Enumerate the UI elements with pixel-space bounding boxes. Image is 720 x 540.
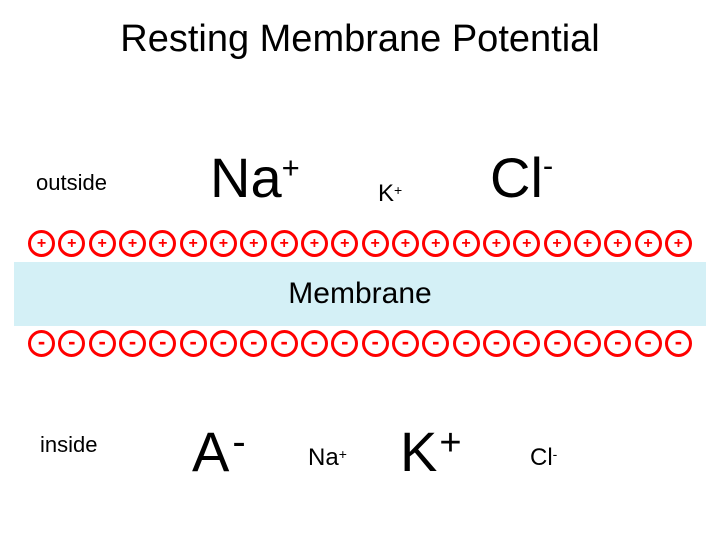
plus-charge-icon: + xyxy=(392,230,419,257)
minus-charge-icon: - xyxy=(362,330,389,357)
ion-symbol: A xyxy=(192,424,229,480)
plus-charge-icon: + xyxy=(453,230,480,257)
ion-charge: + xyxy=(439,424,461,462)
minus-charge-icon: - xyxy=(574,330,601,357)
minus-charge-icon: - xyxy=(119,330,146,357)
ion-outside-k: K + xyxy=(378,182,402,206)
minus-charge-icon: - xyxy=(665,330,692,357)
plus-charge-icon: + xyxy=(210,230,237,257)
minus-charge-icon: - xyxy=(28,330,55,357)
ion-charge: - xyxy=(232,422,245,462)
plus-charge-icon: + xyxy=(422,230,449,257)
ion-symbol: Cl xyxy=(530,446,553,470)
plus-charge-icon: + xyxy=(513,230,540,257)
minus-charge-icon: - xyxy=(58,330,85,357)
plus-charge-icon: + xyxy=(28,230,55,257)
minus-charge-icon: - xyxy=(331,330,358,357)
plus-charge-icon: + xyxy=(119,230,146,257)
plus-charge-icon: + xyxy=(483,230,510,257)
plus-charge-icon: + xyxy=(362,230,389,257)
plus-charge-icon: + xyxy=(635,230,662,257)
minus-charge-icon: - xyxy=(210,330,237,357)
ion-symbol: K xyxy=(378,182,394,206)
ion-symbol: Na xyxy=(308,446,339,470)
minus-charge-icon: - xyxy=(271,330,298,357)
ion-charge: - xyxy=(553,447,558,461)
positive-charge-row: ++++++++++++++++++++++ xyxy=(28,230,692,257)
plus-charge-icon: + xyxy=(89,230,116,257)
plus-charge-icon: + xyxy=(240,230,267,257)
ion-inside-cl: Cl - xyxy=(530,446,557,470)
ion-outside-cl: Cl - xyxy=(490,150,553,206)
plus-charge-icon: + xyxy=(271,230,298,257)
diagram-title: Resting Membrane Potential xyxy=(0,18,720,61)
minus-charge-icon: - xyxy=(240,330,267,357)
plus-charge-icon: + xyxy=(665,230,692,257)
membrane-band: Membrane xyxy=(14,262,706,326)
minus-charge-icon: - xyxy=(604,330,631,357)
ion-charge: + xyxy=(394,183,402,197)
minus-charge-icon: - xyxy=(635,330,662,357)
plus-charge-icon: + xyxy=(544,230,571,257)
plus-charge-icon: + xyxy=(58,230,85,257)
minus-charge-icon: - xyxy=(544,330,571,357)
ion-symbol: Cl xyxy=(490,150,543,206)
minus-charge-icon: - xyxy=(483,330,510,357)
minus-charge-icon: - xyxy=(89,330,116,357)
ion-charge: + xyxy=(282,152,300,183)
negative-charge-row: ---------------------- xyxy=(28,330,692,357)
ion-inside-na: Na + xyxy=(308,446,347,470)
ion-inside-k: K + xyxy=(400,424,462,480)
plus-charge-icon: + xyxy=(149,230,176,257)
ion-outside-na: Na + xyxy=(210,150,300,206)
plus-charge-icon: + xyxy=(331,230,358,257)
minus-charge-icon: - xyxy=(149,330,176,357)
outside-label: outside xyxy=(36,170,107,196)
minus-charge-icon: - xyxy=(301,330,328,357)
minus-charge-icon: - xyxy=(513,330,540,357)
inside-label: inside xyxy=(40,432,97,458)
plus-charge-icon: + xyxy=(604,230,631,257)
plus-charge-icon: + xyxy=(574,230,601,257)
ion-charge: - xyxy=(543,150,553,181)
plus-charge-icon: + xyxy=(180,230,207,257)
membrane-label: Membrane xyxy=(288,277,431,311)
minus-charge-icon: - xyxy=(180,330,207,357)
minus-charge-icon: - xyxy=(453,330,480,357)
plus-charge-icon: + xyxy=(301,230,328,257)
minus-charge-icon: - xyxy=(422,330,449,357)
ion-symbol: K xyxy=(400,424,437,480)
ion-inside-a: A - xyxy=(192,424,246,480)
minus-charge-icon: - xyxy=(392,330,419,357)
ion-charge: + xyxy=(339,447,347,461)
ion-symbol: Na xyxy=(210,150,282,206)
